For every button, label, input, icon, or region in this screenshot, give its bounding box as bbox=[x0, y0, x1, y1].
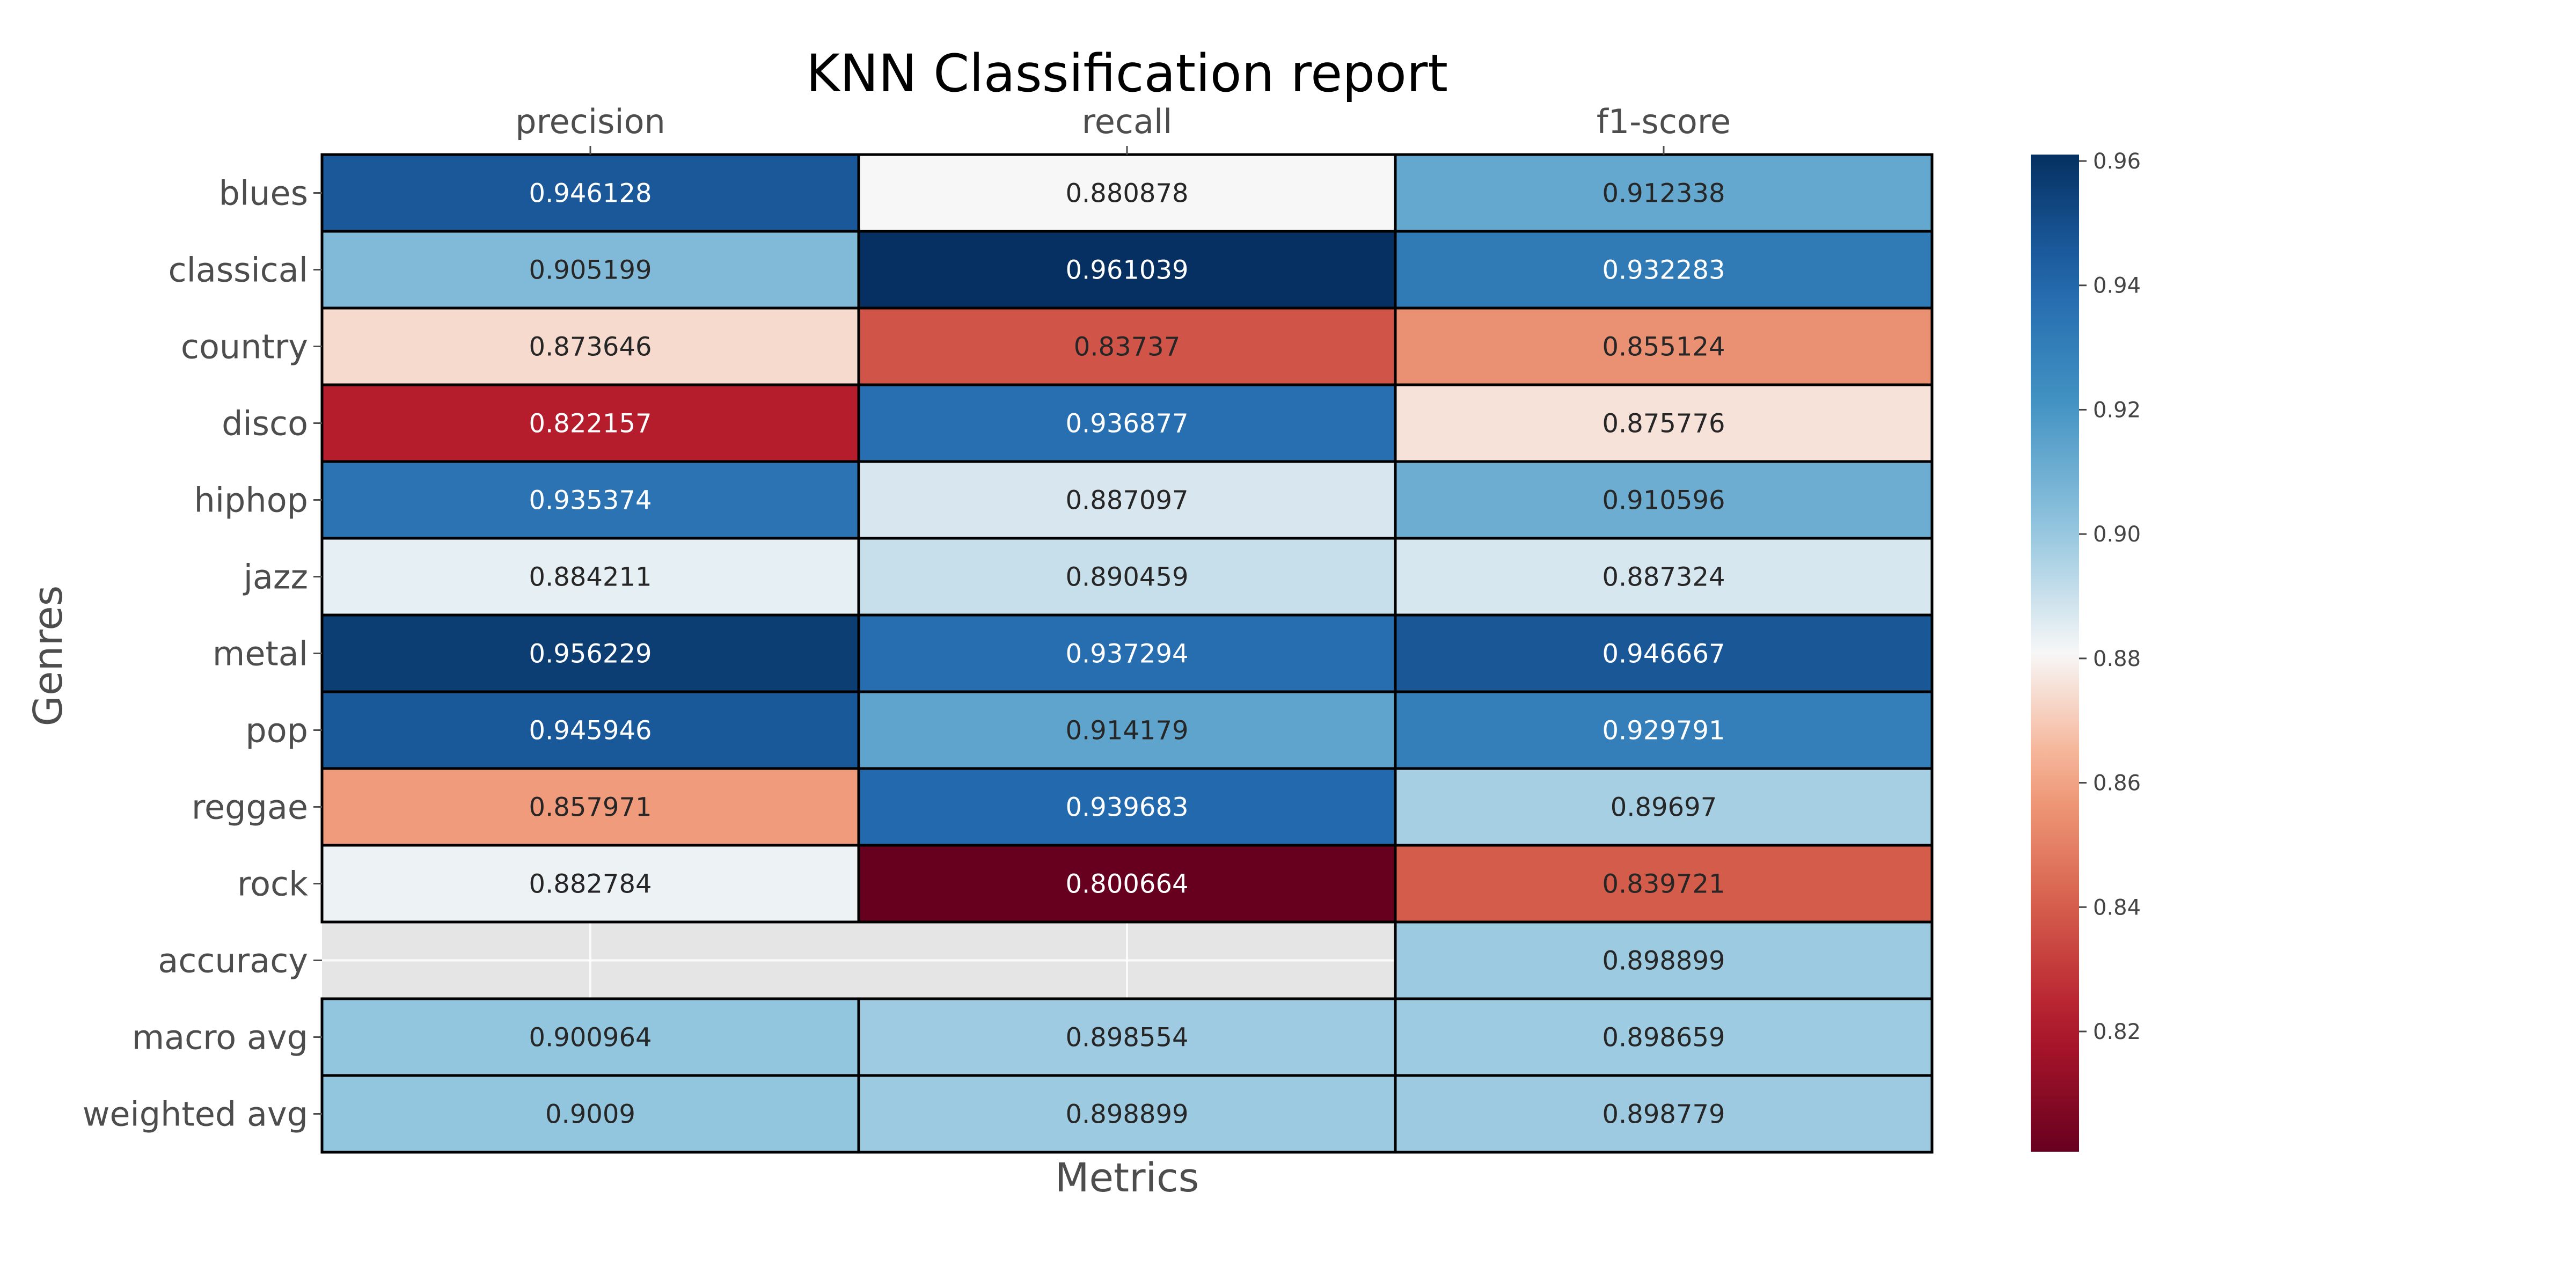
cell-value-label: 0.946128 bbox=[529, 179, 652, 209]
y-tick-label: accuracy bbox=[158, 941, 308, 980]
cell-value-label: 0.857971 bbox=[529, 793, 652, 823]
heatmap-cell-overlay bbox=[320, 306, 860, 386]
colorbar-tick-label: 0.90 bbox=[2093, 522, 2141, 547]
heatmap-cell-overlay bbox=[857, 230, 1397, 310]
heatmap-cell-overlay bbox=[857, 690, 1397, 770]
cell-value-label: 0.932283 bbox=[1602, 255, 1725, 286]
cell-value-label: 0.855124 bbox=[1602, 332, 1725, 362]
y-axis-ticks: blues classical country disco hiphop jazz meta… bbox=[83, 174, 322, 1134]
x-axis-label: Metrics bbox=[1055, 1155, 1199, 1201]
cell-value-label: 0.800664 bbox=[1065, 869, 1188, 899]
y-tick-label: rock bbox=[237, 865, 308, 904]
heatmap-cell-overlay bbox=[1394, 997, 1934, 1077]
x-axis-ticks: precision recall f1-score bbox=[515, 102, 1731, 155]
y-tick-label: country bbox=[181, 327, 308, 367]
y-tick-label: classical bbox=[169, 251, 308, 290]
cell-value-label: 0.890459 bbox=[1065, 562, 1188, 592]
colorbar-tick-label: 0.82 bbox=[2093, 1020, 2141, 1044]
y-tick-label: metal bbox=[213, 634, 308, 674]
cell-value-label: 0.898779 bbox=[1602, 1100, 1725, 1130]
heatmap-cell-overlay bbox=[1394, 1074, 1934, 1154]
cell-value-label: 0.961039 bbox=[1065, 255, 1188, 286]
cell-value-label: 0.880878 bbox=[1065, 179, 1188, 209]
colorbar-tick-label: 0.84 bbox=[2093, 895, 2141, 920]
cell-value-label: 0.956229 bbox=[529, 639, 652, 669]
cell-value-label: 0.898659 bbox=[1602, 1023, 1725, 1053]
cell-value-label: 0.884211 bbox=[529, 562, 652, 592]
y-tick-label: hiphop bbox=[194, 481, 308, 520]
y-tick-label: reggae bbox=[192, 788, 308, 827]
heatmap-cell-overlay bbox=[1394, 230, 1934, 310]
x-tick-label: recall bbox=[1082, 102, 1173, 141]
heatmap-cell-overlay bbox=[857, 383, 1397, 463]
cell-value-label: 0.839721 bbox=[1602, 869, 1725, 899]
heatmap-cell-overlay bbox=[320, 844, 860, 924]
cell-value-label: 0.89697 bbox=[1611, 793, 1717, 823]
heatmap-cell-overlay bbox=[857, 844, 1397, 924]
x-tick-label: precision bbox=[515, 102, 665, 141]
chart-title: KNN Classification report bbox=[806, 43, 1448, 104]
cell-value-label: 0.898899 bbox=[1065, 1100, 1188, 1130]
colorbar-tick-label: 0.92 bbox=[2093, 398, 2141, 422]
cell-value-label: 0.898899 bbox=[1602, 946, 1725, 976]
y-tick-label: blues bbox=[219, 174, 308, 213]
y-tick-label: weighted avg bbox=[83, 1095, 308, 1134]
heatmap-cell-overlay bbox=[1394, 460, 1934, 540]
cell-value-label: 0.935374 bbox=[529, 486, 652, 516]
heatmap-cell-overlay bbox=[857, 613, 1397, 693]
heatmap-cell-overlay bbox=[1394, 537, 1934, 617]
cell-value-label: 0.939683 bbox=[1065, 793, 1188, 823]
x-tick-label: f1-score bbox=[1597, 102, 1731, 141]
cell-value-label: 0.83737 bbox=[1074, 332, 1181, 362]
heatmap-cell-overlay bbox=[1394, 613, 1934, 693]
colorbar-gradient bbox=[2031, 155, 2079, 1152]
cell-value-label: 0.945946 bbox=[529, 716, 652, 746]
heatmap-cell-overlay bbox=[857, 997, 1397, 1077]
colorbar: 0.96 0.94 0.92 0.90 0.88 0.86 0.84 0.82 bbox=[2031, 149, 2141, 1152]
cell-value-label: 0.912338 bbox=[1602, 179, 1725, 209]
heatmap-cell-overlay bbox=[320, 460, 860, 540]
cell-value-label: 0.900964 bbox=[529, 1023, 652, 1053]
cell-value-label: 0.887097 bbox=[1065, 486, 1188, 516]
y-tick-label: macro avg bbox=[132, 1018, 308, 1057]
cell-labels: 0.946128 0.880878 0.912338 0.905199 0.961039… bbox=[529, 179, 1725, 1130]
y-axis-label: Genres bbox=[25, 586, 71, 727]
cell-value-label: 0.937294 bbox=[1065, 639, 1188, 669]
heatmap-cell-overlay bbox=[1394, 690, 1934, 770]
heatmap-cell-overlay bbox=[320, 997, 860, 1077]
cell-value-label: 0.905199 bbox=[529, 255, 652, 286]
cell-value-label: 0.9009 bbox=[545, 1100, 635, 1130]
heatmap-cell-overlay bbox=[1394, 920, 1934, 1000]
cell-value-label: 0.873646 bbox=[529, 332, 652, 362]
heatmap-grid bbox=[320, 153, 1934, 1154]
cell-value-label: 0.936877 bbox=[1065, 409, 1188, 439]
cell-value-label: 0.914179 bbox=[1065, 716, 1188, 746]
cell-value-label: 0.822157 bbox=[529, 409, 652, 439]
heatmap-cell-overlay bbox=[1394, 767, 1934, 847]
cell-value-label: 0.910596 bbox=[1602, 486, 1725, 516]
heatmap-cell-overlay bbox=[857, 767, 1397, 847]
heatmap-cell-overlay bbox=[320, 1074, 860, 1154]
colorbar-tick-label: 0.88 bbox=[2093, 647, 2141, 671]
cell-value-label: 0.887324 bbox=[1602, 562, 1725, 592]
y-tick-label: jazz bbox=[243, 558, 308, 597]
y-tick-label: pop bbox=[245, 711, 308, 750]
colorbar-tick-label: 0.86 bbox=[2093, 771, 2141, 796]
colorbar-tick-label: 0.94 bbox=[2093, 274, 2141, 298]
y-tick-label: disco bbox=[222, 404, 308, 443]
heatmap-cell-overlay bbox=[1394, 306, 1934, 386]
colorbar-tick-label: 0.96 bbox=[2093, 149, 2141, 174]
cell-value-label: 0.898554 bbox=[1065, 1023, 1188, 1053]
cell-value-label: 0.946667 bbox=[1602, 639, 1725, 669]
cell-value-label: 0.929791 bbox=[1602, 716, 1725, 746]
cell-value-label: 0.882784 bbox=[529, 869, 652, 899]
cell-value-label: 0.875776 bbox=[1602, 409, 1725, 439]
